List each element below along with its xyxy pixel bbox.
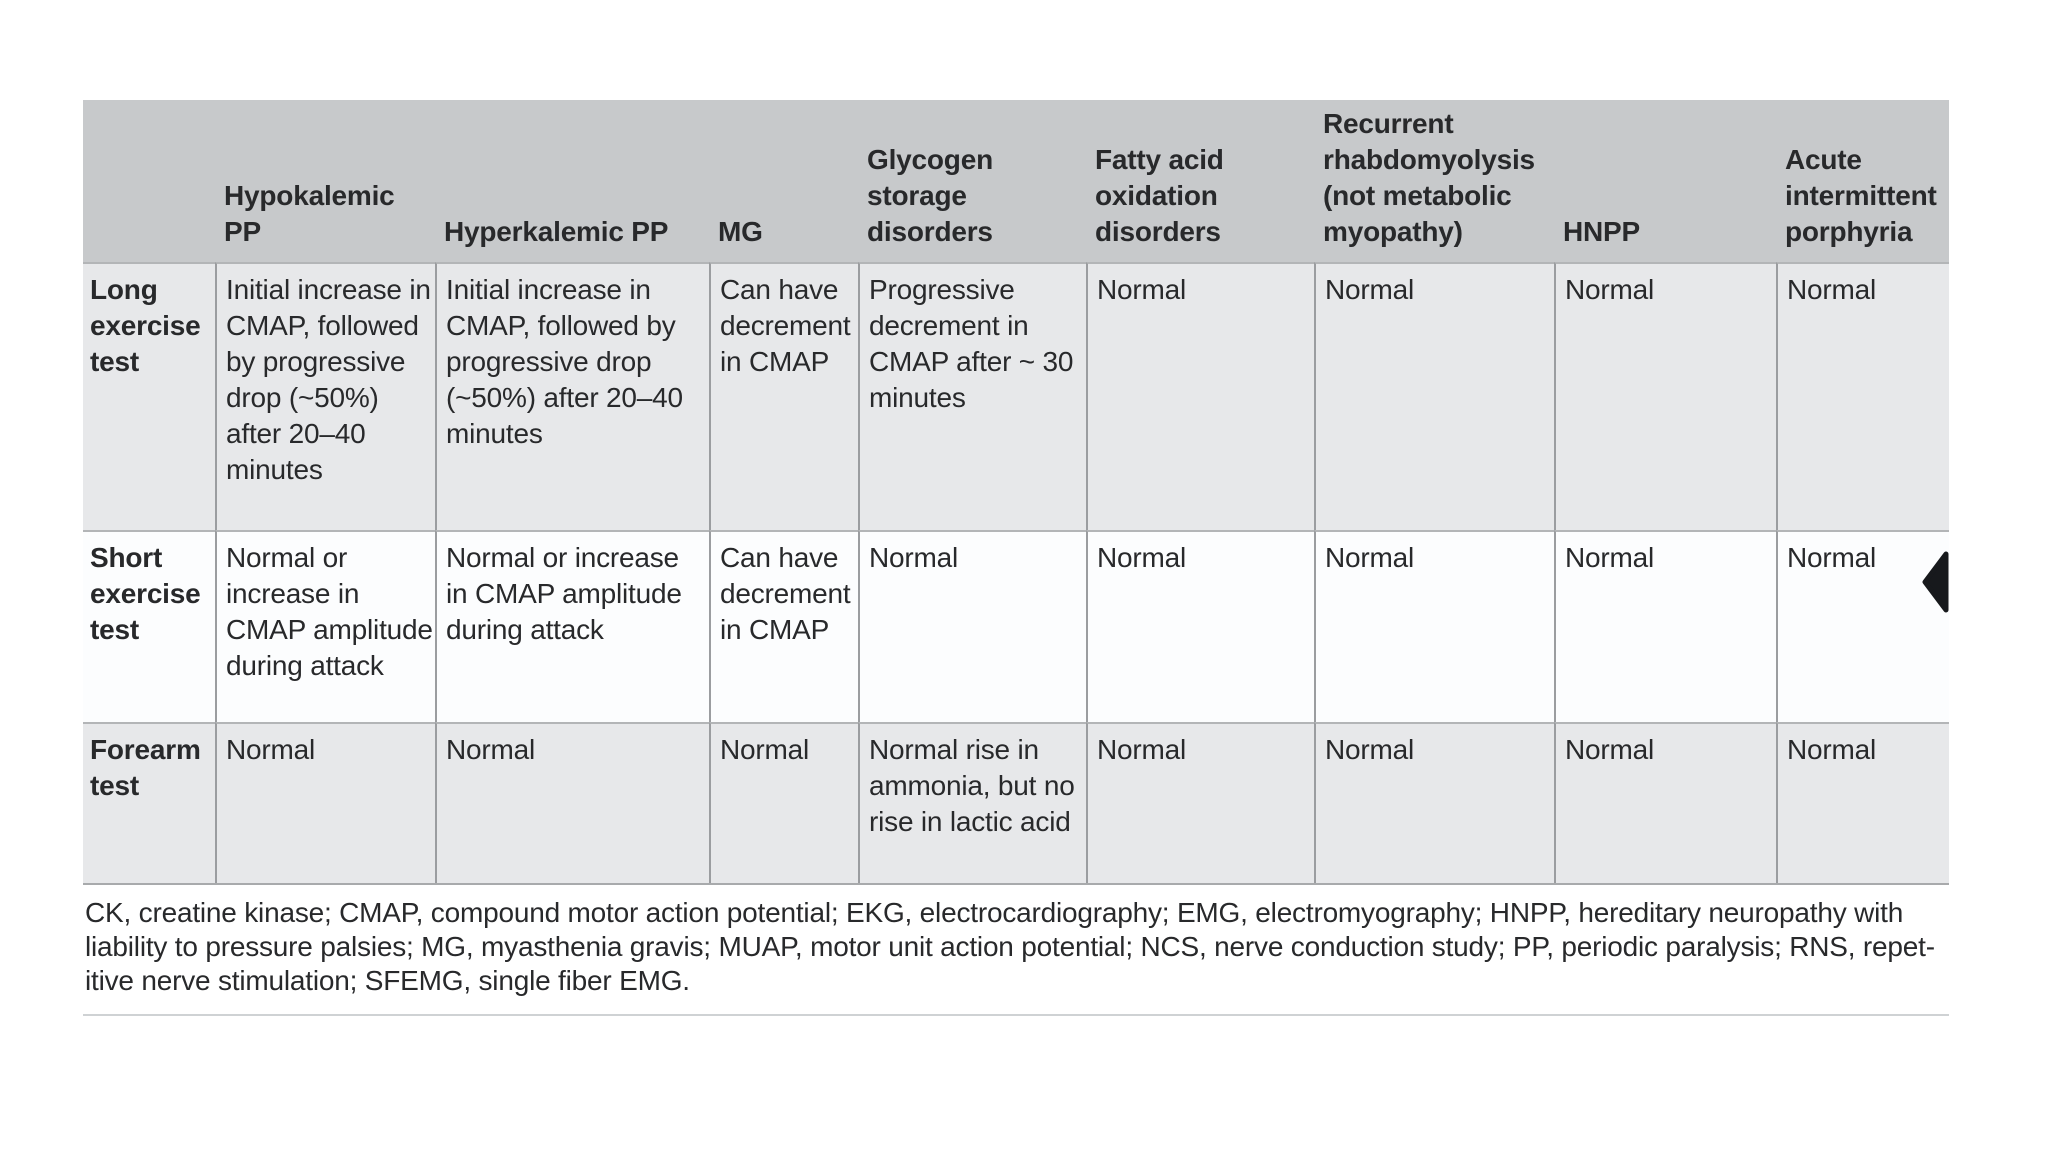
table-grid: Hypokalemic PP Hyperkalemic PP MG Glycog…	[83, 100, 1949, 1016]
table-cell: Progressive decrement in CMAP after ~ 30…	[858, 262, 1086, 530]
header-glycogen-storage-disorders: Glycogen storage disorders	[858, 100, 1086, 262]
table-cell: Normal or increase in CMAP amplitude dur…	[215, 530, 435, 722]
table-cell: Normal	[1776, 530, 1949, 722]
table-cell: Initial increase in CMAP, followed by pr…	[435, 262, 709, 530]
table-cell: Normal or increase in CMAP amplitude dur…	[435, 530, 709, 722]
table-cell: Normal	[1314, 530, 1554, 722]
table-cell: Normal	[1554, 722, 1776, 883]
previous-page-arrow-icon[interactable]	[1922, 551, 1949, 613]
table-cell: Normal	[1554, 262, 1776, 530]
header-acute-intermittent-porphyria: Acute intermittent porphyria	[1776, 100, 1949, 262]
table-cell: Normal	[1554, 530, 1776, 722]
row-label-forearm-test: Forearm test	[83, 722, 215, 883]
header-hypokalemic-pp: Hypokalemic PP	[215, 100, 435, 262]
footnote-line: liability to pressure palsies; MG, myast…	[85, 931, 1935, 962]
row-label-long-exercise-test: Long exercise test	[83, 262, 215, 530]
table-cell: Normal	[1776, 722, 1949, 883]
table-cell: Initial increase in CMAP, followed by pr…	[215, 262, 435, 530]
table-cell: Normal	[1314, 722, 1554, 883]
table-cell: Normal	[1776, 262, 1949, 530]
header-hnpp: HNPP	[1554, 100, 1776, 262]
table-cell: Normal	[215, 722, 435, 883]
table-cell: Normal	[1086, 262, 1314, 530]
table-cell: Can have decrement in CMAP	[709, 262, 858, 530]
table-cell: Normal	[709, 722, 858, 883]
table-cell: Normal	[1086, 530, 1314, 722]
table-footnote: CK, creatine kinase; CMAP, compound moto…	[83, 883, 1949, 1016]
table-cell: Normal rise in ammonia, but no rise in l…	[858, 722, 1086, 883]
header-fatty-acid-oxidation-disorders: Fatty acid oxidation disorders	[1086, 100, 1314, 262]
table-cell: Normal	[1314, 262, 1554, 530]
table-cell: Normal	[435, 722, 709, 883]
row-label-short-exercise-test: Short exercise test	[83, 530, 215, 722]
diagnostic-tests-table: Hypokalemic PP Hyperkalemic PP MG Glycog…	[83, 100, 1949, 1016]
table-cell: Normal	[858, 530, 1086, 722]
header-cell-blank	[83, 100, 215, 262]
header-recurrent-rhabdomyolysis: Recurrent rhabdomyolysis (not metabolic …	[1314, 100, 1554, 262]
header-mg: MG	[709, 100, 858, 262]
header-hyperkalemic-pp: Hyperkalemic PP	[435, 100, 709, 262]
table-cell: Normal	[1086, 722, 1314, 883]
table-cell: Can have decrement in CMAP	[709, 530, 858, 722]
footnote-line: CK, creatine kinase; CMAP, compound moto…	[85, 897, 1904, 928]
footnote-line: itive nerve stimulation; SFEMG, single f…	[85, 965, 690, 996]
